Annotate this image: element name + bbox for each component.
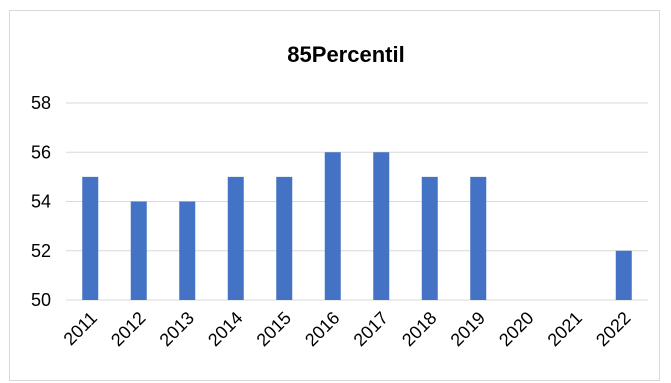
bar-2017	[373, 152, 390, 300]
bar-2022	[615, 250, 632, 300]
y-tick-label: 52	[31, 241, 51, 261]
x-tick-label-2012: 2012	[107, 308, 149, 350]
x-tick-label-2018: 2018	[398, 308, 440, 350]
x-tick-label-2011: 2011	[60, 308, 102, 350]
bar-2012	[130, 201, 147, 300]
chart-title: 85Percentil	[287, 42, 404, 67]
x-tick-label-2022: 2022	[592, 308, 634, 350]
x-tick-label-2016: 2016	[301, 308, 343, 350]
y-tick-label: 58	[31, 93, 51, 113]
x-tick-label-2021: 2021	[544, 308, 586, 350]
bar-2011	[82, 176, 99, 300]
bar-2019	[470, 176, 487, 300]
bar-2015	[276, 176, 293, 300]
y-axis-ticks: 50 52 54 56 58	[31, 93, 51, 310]
bar-2018	[421, 176, 438, 300]
x-tick-label-2020: 2020	[495, 308, 537, 350]
gridlines	[66, 102, 648, 301]
x-tick-label-2019: 2019	[447, 308, 489, 350]
y-tick-label: 56	[31, 142, 51, 162]
bar-2013	[179, 201, 196, 300]
x-tick-label-2014: 2014	[204, 308, 246, 350]
y-tick-label: 54	[31, 192, 51, 212]
x-tick-label-2015: 2015	[253, 308, 295, 350]
bar-2016	[324, 152, 341, 300]
x-axis-ticks: 2011 2012 2013 2014 2015 2016 2017 2018 2019 2020…	[60, 308, 635, 350]
x-tick-label-2017: 2017	[350, 308, 392, 350]
bar-2014	[227, 176, 244, 300]
bars	[82, 152, 632, 300]
x-tick-label-2013: 2013	[156, 308, 198, 350]
y-tick-label: 50	[31, 290, 51, 310]
